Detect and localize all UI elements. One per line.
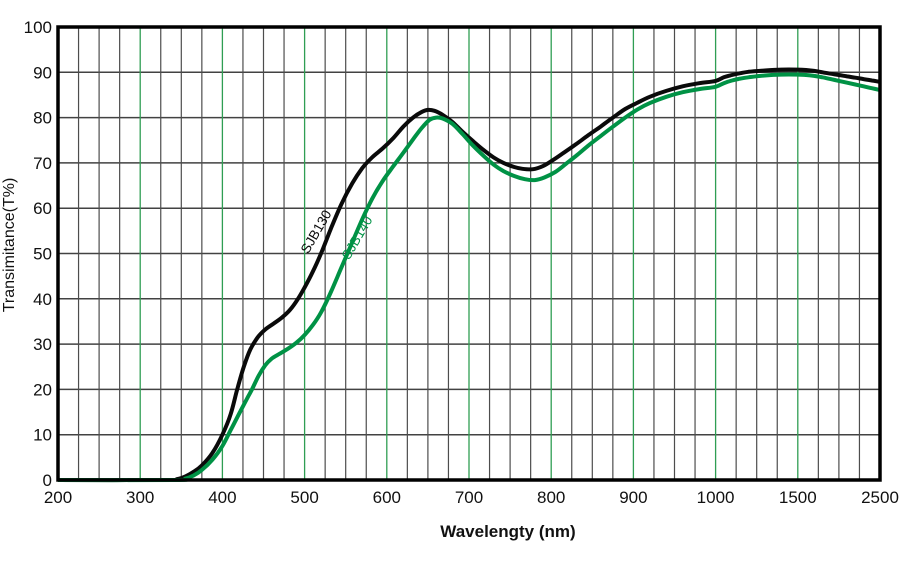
- y-tick-label: 60: [33, 199, 52, 218]
- x-tick-label: 700: [455, 488, 483, 507]
- x-tick-label: 500: [290, 488, 318, 507]
- x-tick-label: 1000: [697, 488, 735, 507]
- series-curve-SJB130: [58, 67, 880, 483]
- y-tick-label: 40: [33, 290, 52, 309]
- y-tick-label: 20: [33, 380, 52, 399]
- tick-labels-layer: 200 300 400 500 600 700 800 900 1000 1500 2500 0 10 2…: [24, 18, 899, 507]
- x-tick-label: 2500: [861, 488, 899, 507]
- y-axis-title: Transimitance(T%): [1, 178, 18, 313]
- x-tick-label: 900: [619, 488, 647, 507]
- x-tick-label: 400: [208, 488, 236, 507]
- series-curve-SJB140: [58, 72, 880, 483]
- y-tick-label: 0: [43, 471, 52, 490]
- y-tick-label: 50: [33, 245, 52, 264]
- y-tick-label: 80: [33, 109, 52, 128]
- x-tick-label: 300: [126, 488, 154, 507]
- x-tick-label: 1500: [779, 488, 817, 507]
- plot-border-rect: [56, 25, 882, 482]
- y-tick-label: 10: [33, 426, 52, 445]
- plot-border: [56, 25, 882, 482]
- x-tick-label: 200: [44, 488, 72, 507]
- y-tick-label: 30: [33, 335, 52, 354]
- y-tick-label: 100: [24, 18, 52, 37]
- y-tick-label: 90: [33, 63, 52, 82]
- x-axis-title: Wavelengty (nm): [440, 522, 575, 541]
- series-label-SJB140: SJB140: [339, 214, 376, 262]
- x-tick-label: 600: [373, 488, 401, 507]
- grid-layer: [58, 27, 880, 480]
- x-tick-label: 800: [537, 488, 565, 507]
- y-tick-label: 70: [33, 154, 52, 173]
- curves-layer: [58, 67, 880, 483]
